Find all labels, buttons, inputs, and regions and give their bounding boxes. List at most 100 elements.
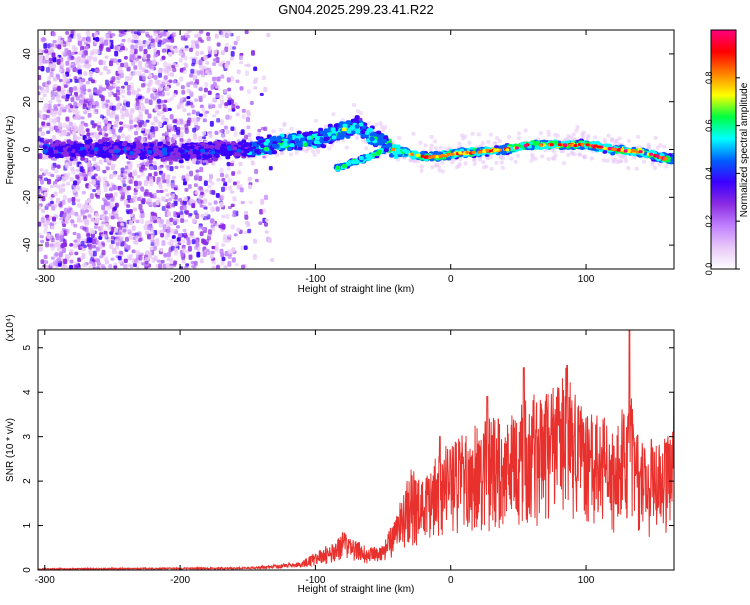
spectrogram-cell: [198, 86, 203, 92]
spectrogram-cell: [79, 166, 84, 172]
spectrogram-cell: [80, 204, 85, 211]
spectrogram-cell: [210, 206, 215, 213]
spectrogram-cell: [76, 87, 81, 93]
spectrogram-cell: [219, 129, 224, 133]
spectrogram-cell: [56, 94, 61, 99]
spectrogram-cell: [262, 208, 267, 214]
spectrogram-cell: [199, 166, 204, 173]
spectrogram-cell: [166, 251, 171, 258]
spectrogram-cell: [170, 182, 175, 189]
spectrogram-cell: [122, 123, 127, 128]
spectrogram-cell: [98, 131, 103, 136]
spectrogram-cell: [41, 154, 46, 160]
spectrogram-cell: [130, 30, 135, 34]
spectrogram-cell: [477, 132, 482, 137]
spectrogram-cell: [95, 265, 100, 269]
spectrogram-cell: [248, 200, 253, 205]
spectrogram-cell: [225, 114, 230, 120]
spectrogram-cell: [108, 149, 114, 154]
spectrogram-cell: [229, 56, 234, 61]
spectrogram-cell: [184, 265, 189, 269]
spectrogram-cell: [75, 112, 80, 117]
spectrogram-cell: [165, 164, 170, 169]
spectrogram-cell: [133, 31, 138, 35]
spectrogram-cell: [180, 252, 185, 258]
spectrogram-cell: [58, 184, 63, 190]
spectrogram-cell: [62, 73, 67, 79]
spectrogram-cell: [203, 198, 208, 204]
spectrogram-cell: [488, 132, 493, 137]
spectrogram-cell: [381, 138, 387, 143]
spectrogram-cell: [54, 169, 59, 174]
spectrogram-cell: [68, 121, 73, 127]
spectrogram-cell: [102, 169, 107, 174]
spectrogram-cell: [75, 96, 80, 101]
spectrogram-cell: [225, 130, 230, 134]
spectrogram-cell: [91, 123, 96, 129]
spectrogram-cell: [106, 127, 111, 131]
spectrogram-cell: [54, 125, 59, 132]
spectrogram-cell: [195, 169, 200, 173]
spectrogram-cell: [263, 194, 268, 201]
spectrogram-cell: [323, 128, 329, 133]
spectrogram-cell: [126, 101, 131, 108]
spectrogram-cell: [182, 247, 187, 254]
spectrogram-cell: [181, 67, 186, 71]
spectrogram-cell: [189, 145, 195, 150]
spectrogram-cell: [63, 84, 68, 89]
spectrogram-cell: [201, 107, 206, 113]
spectrogram-cell: [208, 70, 213, 76]
spectrogram-cell: [94, 109, 99, 113]
spectrogram-cell: [275, 152, 280, 157]
spectrogram-cell: [149, 215, 154, 222]
spectrogram-cell: [349, 126, 355, 131]
spectrogram-cell: [111, 128, 116, 135]
spectrogram-cell: [114, 213, 119, 220]
spectrogram-cell: [160, 111, 165, 115]
spectrogram-cell: [186, 165, 191, 170]
spectrogram-cell: [546, 129, 551, 134]
spectrogram-cell: [69, 250, 74, 255]
spectrogram-cell: [82, 218, 87, 223]
spectrogram-cell: [38, 127, 43, 132]
spectrogram-cell: [162, 179, 167, 183]
spectrogram-cell: [107, 86, 112, 91]
spectrogram-cell: [219, 167, 224, 174]
spectrogram-cell: [40, 217, 45, 223]
spectrogram-cell: [105, 193, 110, 198]
spectrogram-cell: [187, 117, 192, 123]
spectrogram-cell: [38, 58, 41, 62]
spectrogram-cell: [78, 219, 83, 223]
spectrogram-cell: [202, 154, 208, 159]
spectrogram-cell: [59, 210, 64, 215]
spectrogram-cell: [38, 188, 41, 194]
spectrogram-cell: [74, 261, 79, 266]
spectrogram-cell: [194, 191, 199, 195]
spectrogram-cell: [229, 162, 234, 167]
spectrogram-cell: [52, 77, 57, 81]
spectrogram-cell: [330, 127, 336, 132]
spectrogram-cell: [258, 139, 264, 144]
spectrogram-cell: [184, 210, 189, 215]
spectrogram-cell: [186, 239, 191, 246]
spectrogram-cell: [133, 259, 138, 264]
spectrogram-cell: [84, 123, 89, 128]
spectrogram-cell: [175, 129, 180, 135]
spectrogram-cell: [56, 197, 61, 204]
spectrogram-cell: [179, 210, 184, 215]
spectrogram-cell: [51, 206, 56, 211]
spectrogram-cell: [43, 177, 48, 182]
spectrogram-cell: [257, 128, 262, 133]
spectrogram-cell: [128, 208, 133, 214]
spectrogram-cell: [314, 135, 320, 140]
spectrogram-cell: [652, 165, 657, 170]
spectrogram-cell: [162, 224, 167, 229]
spectrogram-cell: [104, 216, 109, 222]
spectrogram-cell: [130, 107, 135, 113]
spectrogram-cell: [50, 245, 55, 251]
spectrogram-cell: [125, 75, 130, 82]
spectrogram-cell: [53, 183, 58, 187]
spectrogram-cell: [88, 243, 93, 250]
spectrogram-cell: [165, 86, 170, 92]
spectrogram-cell: [67, 147, 73, 152]
